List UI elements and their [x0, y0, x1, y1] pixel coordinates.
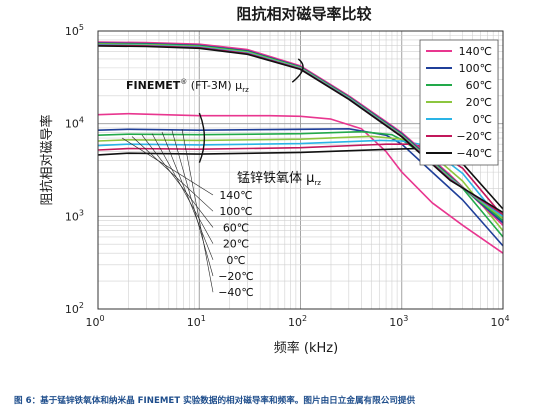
plot-frame	[97, 30, 504, 310]
temperature-leader-line	[121, 137, 214, 196]
y-tick-label: 104	[65, 116, 84, 131]
finemet-subscript: rz	[242, 86, 249, 94]
finemet-model: (FT-3M) μ	[187, 79, 242, 92]
legend-label: −20℃	[456, 130, 492, 143]
finemet-registered: ®	[180, 78, 187, 86]
temperature-leader-line	[141, 134, 214, 228]
figure-caption: 图 6：基于锰锌铁氧体和纳米晶 FINEMET 实验数据的相对磁导率和频率。图片…	[14, 396, 416, 406]
ferrite-bracket	[198, 112, 206, 163]
y-tick-exponent: 5	[79, 23, 84, 32]
legend-label: 20℃	[466, 96, 492, 109]
temperature-leader-line	[161, 131, 214, 260]
temperature-label: 20℃	[223, 238, 249, 251]
x-tick-exponent: 3	[403, 314, 408, 323]
temperature-label: 0℃	[226, 254, 245, 267]
ferrite-name: 锰锌铁氧体 μ	[237, 171, 314, 186]
ferrite-series-line	[97, 135, 504, 232]
x-tick-label: 100	[85, 314, 104, 329]
x-axis-label: 频率 (kHz)	[274, 340, 338, 356]
ferrite-subscript: rz	[314, 179, 321, 187]
temperature-label: 100℃	[219, 205, 252, 218]
legend-label: 140℃	[459, 45, 492, 58]
x-tick-label: 103	[389, 314, 408, 329]
finemet-annotation: FINEMET® (FT-3M) μrz	[126, 78, 249, 94]
ferrite-series-line	[97, 112, 504, 254]
x-tick-exponent: 0	[99, 314, 104, 323]
x-tick-exponent: 2	[302, 314, 307, 323]
x-tick-exponent: 1	[201, 314, 206, 323]
legend-label: 0℃	[473, 113, 492, 126]
y-tick-label: 103	[65, 208, 84, 223]
x-tick-label: 101	[187, 314, 206, 329]
finemet-name: FINEMET	[126, 79, 181, 92]
legend: 140℃ 100℃ 60℃ 20℃ 0℃ −20℃ −40℃	[419, 39, 499, 166]
temperature-label: −40℃	[218, 286, 254, 299]
x-tick-label: 104	[490, 314, 509, 329]
temperature-leader-line	[151, 133, 214, 244]
y-axis-label: 阻抗相对磁导率	[39, 114, 55, 205]
ferrite-annotation: 锰锌铁氧体 μrz	[237, 171, 321, 187]
temperature-leader-line	[181, 128, 214, 293]
temperature-leader-line	[131, 136, 214, 212]
legend-label: 60℃	[466, 79, 492, 92]
y-tick-exponent: 3	[79, 208, 84, 217]
y-tick-label: 102	[65, 301, 84, 316]
chart-title: 阻抗相对磁导率比较	[236, 5, 371, 23]
finemet-series-line	[97, 45, 504, 214]
legend-label: −40℃	[456, 147, 492, 160]
y-tick-label: 105	[65, 23, 84, 38]
finemet-bracket	[291, 58, 304, 83]
y-tick-exponent: 4	[79, 116, 84, 125]
temperature-label: 60℃	[223, 221, 249, 234]
x-tick-label: 102	[288, 314, 307, 329]
temperature-label: 140℃	[219, 189, 252, 202]
x-tick-exponent: 4	[504, 314, 509, 323]
legend-label: 100℃	[459, 62, 492, 75]
temperature-leader-line	[171, 130, 214, 277]
y-tick-exponent: 2	[79, 301, 84, 310]
temperature-label: −20℃	[218, 270, 254, 283]
